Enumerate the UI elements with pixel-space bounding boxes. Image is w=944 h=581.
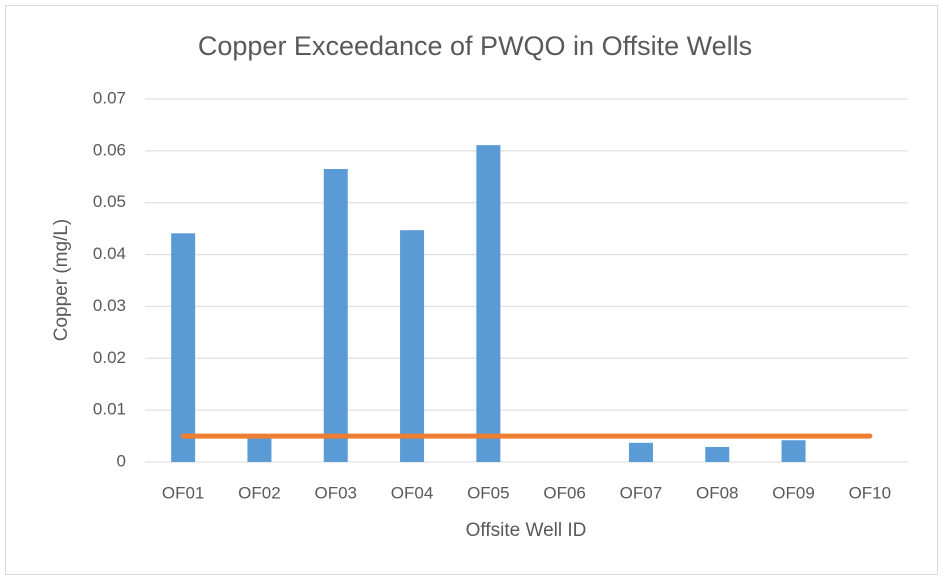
- bar: [247, 437, 272, 462]
- chart-border: [5, 5, 938, 575]
- x-tick-label: OF04: [391, 483, 434, 502]
- y-tick-label: 0.07: [93, 88, 126, 107]
- y-tick-label: 0.01: [93, 400, 126, 419]
- bar: [628, 442, 653, 462]
- y-tick-label: 0.04: [93, 244, 126, 263]
- x-tick-label: OF08: [696, 483, 739, 502]
- x-tick-label: OF07: [620, 483, 663, 502]
- bar: [781, 440, 806, 462]
- y-tick-label: 0.05: [93, 192, 126, 211]
- y-tick-label: 0.02: [93, 348, 126, 367]
- bar: [705, 446, 730, 462]
- bar: [476, 145, 501, 462]
- x-tick-label: OF02: [238, 483, 281, 502]
- x-tick-label: OF05: [467, 483, 510, 502]
- bar: [400, 230, 425, 462]
- y-axis-label: Copper (mg/L): [51, 219, 72, 342]
- bar: [323, 169, 348, 462]
- x-tick-label: OF09: [772, 483, 815, 502]
- x-tick-label: OF03: [314, 483, 357, 502]
- y-tick-label: 0.03: [93, 296, 126, 315]
- x-axis-label: Offsite Well ID: [466, 520, 587, 541]
- y-tick-label: 0.06: [93, 140, 126, 159]
- x-tick-label: OF01: [162, 483, 205, 502]
- y-tick-label: 0: [117, 451, 126, 470]
- x-tick-label: OF06: [543, 483, 586, 502]
- chart-title: Copper Exceedance of PWQO in Offsite Wel…: [198, 31, 752, 61]
- x-tick-label: OF10: [849, 483, 892, 502]
- bar: [171, 233, 196, 462]
